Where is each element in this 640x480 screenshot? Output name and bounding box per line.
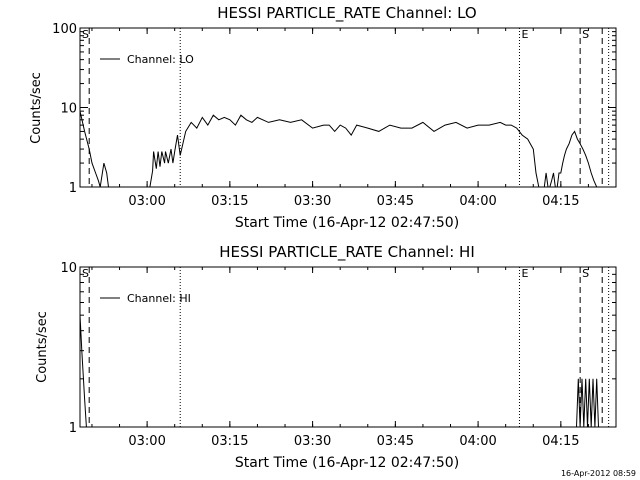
y-axis-label-lo: Counts/sec [29,72,44,144]
event-marker-label: S [82,28,89,41]
event-marker-label: E [521,28,528,41]
legend-label-hi: Channel: HI [127,292,191,305]
x-tick-label: 03:45 [377,194,414,209]
x-axis-label-lo: Start Time (16-Apr-12 02:47:50) [235,215,459,231]
event-marker-label: E [521,267,528,280]
chart-title-hi: HESSI PARTICLE_RATE Channel: HI [219,243,475,262]
y-axis-label-hi: Counts/sec [35,311,50,383]
y-tick-label: 1 [69,181,77,196]
series-line-channel-lo [79,110,609,188]
y-tick-label: 1 [69,421,77,436]
footer-timestamp: 16-Apr-2012 08:59 [561,469,636,478]
series-group-lo [79,110,609,188]
chart-panel-lo: HESSI PARTICLE_RATE Channel: LO Counts/s… [29,4,617,231]
series-group-hi [79,315,601,428]
tick-group-lo: 03:00 03:15 03:30 03:45 04:00 04:15 1 10 100 [52,22,617,209]
event-marker-label: S [582,28,589,41]
event-marker-label: S [582,267,589,280]
x-tick-label: 04:00 [459,194,496,209]
plot-frame-hi [79,266,617,428]
x-tick-label: 03:30 [294,434,331,449]
x-tick-label: 04:15 [542,434,579,449]
y-tick-label: 10 [60,261,77,276]
legend-lo: Channel: LO [100,53,194,66]
x-tick-label: 03:00 [128,194,165,209]
y-tick-label: 100 [52,22,77,37]
tick-group-hi: 03:00 03:15 03:30 03:45 04:00 04:15 1 10 [60,261,617,449]
x-tick-label: 03:45 [377,434,414,449]
y-tick-label: 10 [60,102,77,117]
legend-hi: Channel: HI [100,292,191,305]
event-marker-label: S [82,267,89,280]
x-tick-label: 03:00 [128,434,165,449]
x-tick-label: 03:15 [211,194,248,209]
x-tick-label: 04:15 [542,194,579,209]
x-axis-label-hi: Start Time (16-Apr-12 02:47:50) [235,455,459,471]
x-tick-label: 04:00 [459,434,496,449]
chart-panel-hi: HESSI PARTICLE_RATE Channel: HI Counts/s… [35,243,617,471]
legend-label-lo: Channel: LO [127,53,194,66]
x-tick-label: 03:30 [294,194,331,209]
x-tick-label: 03:15 [211,434,248,449]
series-line-channel-hi [79,315,601,428]
chart-title-lo: HESSI PARTICLE_RATE Channel: LO [217,4,476,23]
